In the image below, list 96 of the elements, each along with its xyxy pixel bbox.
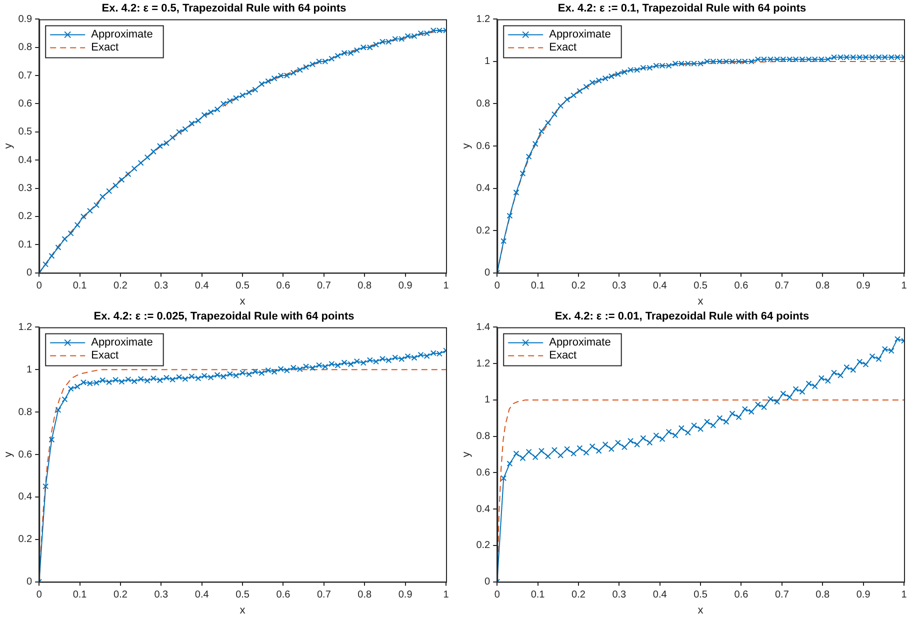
x-tick-label: 0.8 (358, 280, 372, 292)
y-axis-title: y (460, 451, 473, 458)
x-tick-label: 0.4 (652, 590, 668, 601)
y-tick-label: 0.6 (476, 467, 491, 478)
x-tick-label: 0.3 (154, 280, 169, 292)
x-tick-label: 0.6 (276, 280, 291, 292)
chart-title: Ex. 4.2: ε := 0.025, Trapezoidal Rule with 64 points (94, 310, 354, 323)
x-tick-label: 0.8 (358, 590, 372, 601)
chart-title: Ex. 4.2: ε := 0.1, Trapezoidal Rule with 64 points (558, 2, 806, 15)
y-tick-label: 1.2 (18, 322, 33, 333)
x-tick-label: 0.9 (856, 590, 871, 601)
y-axis-title: y (460, 142, 473, 149)
x-tick-label: 0.1 (72, 590, 88, 601)
x-tick-label: 0.1 (530, 590, 546, 601)
legend-label: Exact (91, 350, 119, 362)
x-tick-label: 0.6 (276, 590, 291, 601)
chart-title: Ex. 4.2: ε := 0.01, Trapezoidal Rule with 64 points (554, 310, 810, 323)
y-tick-label: 0.4 (476, 504, 491, 515)
y-tick-label: 0.6 (476, 140, 491, 152)
x-tick-label: 0.4 (194, 590, 210, 601)
x-axis-title: x (240, 604, 246, 616)
y-tick-label: 1.2 (476, 358, 491, 370)
x-tick-label: 0.5 (694, 590, 708, 601)
x-tick-label: 0.1 (530, 280, 546, 292)
x-tick-label: 0 (494, 590, 500, 601)
x-tick-label: 0.2 (114, 590, 128, 601)
legend-label: Approximate (549, 336, 611, 349)
x-tick-label: 0.7 (774, 280, 790, 292)
y-tick-label: 0.7 (18, 70, 33, 82)
x-tick-label: 0.2 (572, 590, 586, 601)
legend-label: Approximate (549, 28, 611, 41)
x-tick-label: 0.9 (856, 280, 871, 292)
y-tick-label: 0.8 (476, 98, 491, 110)
y-tick-label: 0.4 (476, 183, 491, 194)
x-tick-label: 0.5 (236, 590, 250, 601)
x-tick-label: 0.7 (316, 280, 332, 292)
y-tick-label: 0.2 (476, 540, 491, 552)
chart-title: Ex. 4.2: ε = 0.5, Trapezoidal Rule with 64 points (102, 2, 346, 15)
x-tick-label: 0.3 (154, 590, 169, 601)
x-axis-title: x (698, 604, 704, 616)
x-tick-label: 1 (443, 280, 450, 292)
x-tick-label: 0.8 (816, 590, 830, 601)
x-tick-label: 0.7 (774, 590, 790, 601)
y-tick-label: 0 (484, 268, 491, 279)
x-tick-label: 0.3 (612, 590, 627, 601)
x-tick-label: 0.4 (194, 280, 210, 292)
y-tick-label: 0.2 (18, 534, 33, 546)
y-tick-label: 1 (484, 56, 491, 68)
legend-label: Exact (549, 42, 577, 54)
y-tick-label: 0.2 (476, 225, 491, 236)
y-tick-label: 0.3 (18, 183, 33, 194)
x-tick-label: 0.8 (816, 280, 830, 292)
legend-label: Exact (91, 42, 119, 54)
x-tick-label: 0.5 (694, 280, 708, 292)
x-tick-label: 0 (494, 280, 500, 292)
legend-label: Approximate (91, 28, 153, 41)
x-tick-label: 0.1 (72, 280, 88, 292)
x-tick-label: 0.9 (398, 280, 413, 292)
y-tick-label: 0.8 (18, 406, 33, 418)
y-tick-label: 0 (26, 268, 33, 279)
y-tick-label: 0.8 (476, 431, 491, 442)
x-tick-label: 0.5 (236, 280, 250, 292)
legend-label: Approximate (91, 336, 153, 349)
y-tick-label: 1.4 (476, 322, 491, 333)
x-tick-label: 1 (443, 590, 450, 601)
x-tick-label: 0.6 (734, 280, 749, 292)
x-tick-label: 0.2 (114, 280, 128, 292)
y-tick-label: 0.5 (18, 126, 33, 138)
y-tick-label: 1 (484, 394, 491, 406)
y-axis-title: y (2, 142, 15, 149)
y-tick-label: 0 (484, 576, 491, 588)
y-tick-label: 0 (26, 576, 33, 588)
y-tick-label: 1.2 (476, 14, 491, 25)
x-tick-label: 1 (901, 590, 908, 601)
y-tick-label: 0.9 (18, 14, 33, 25)
legend-label: Exact (549, 350, 577, 362)
x-tick-label: 0 (36, 590, 42, 601)
x-tick-label: 1 (901, 280, 908, 292)
x-tick-label: 0.9 (398, 590, 413, 601)
x-axis-title: x (698, 295, 704, 308)
x-tick-label: 0 (36, 280, 42, 292)
x-tick-label: 0.3 (612, 280, 627, 292)
y-tick-label: 0.4 (18, 154, 33, 166)
y-tick-label: 0.8 (18, 42, 33, 54)
y-tick-label: 0.2 (18, 211, 33, 222)
y-tick-label: 0.6 (18, 98, 33, 110)
x-tick-label: 0.2 (572, 280, 586, 292)
x-tick-label: 0.4 (652, 280, 668, 292)
y-tick-label: 0.4 (18, 492, 33, 503)
y-axis-title: y (2, 451, 15, 458)
y-tick-label: 0.6 (18, 449, 33, 460)
y-tick-label: 0.1 (18, 239, 33, 250)
y-tick-label: 1 (26, 364, 33, 376)
x-axis-title: x (240, 295, 246, 308)
x-tick-label: 0.6 (734, 590, 749, 601)
x-tick-label: 0.7 (316, 590, 332, 601)
